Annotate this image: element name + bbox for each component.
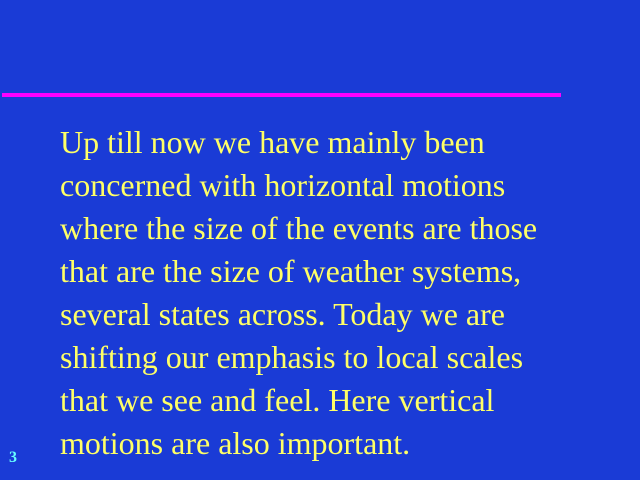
title-divider-line xyxy=(2,93,561,97)
body-line: that are the size of weather systems, xyxy=(60,253,522,289)
body-line: several states across. Today we are xyxy=(60,296,505,332)
body-line: concerned with horizontal motions xyxy=(60,167,506,203)
body-line: motions are also important. xyxy=(60,425,411,461)
body-line: where the size of the events are those xyxy=(60,210,538,246)
body-line: that we see and feel. Here vertical xyxy=(60,382,495,418)
body-line: shifting our emphasis to local scales xyxy=(60,339,524,375)
slide-number: 3 xyxy=(9,449,17,466)
body-line: Up till now we have mainly been xyxy=(60,124,485,160)
slide-body-text: Up till now we have mainly been concerne… xyxy=(60,121,630,465)
